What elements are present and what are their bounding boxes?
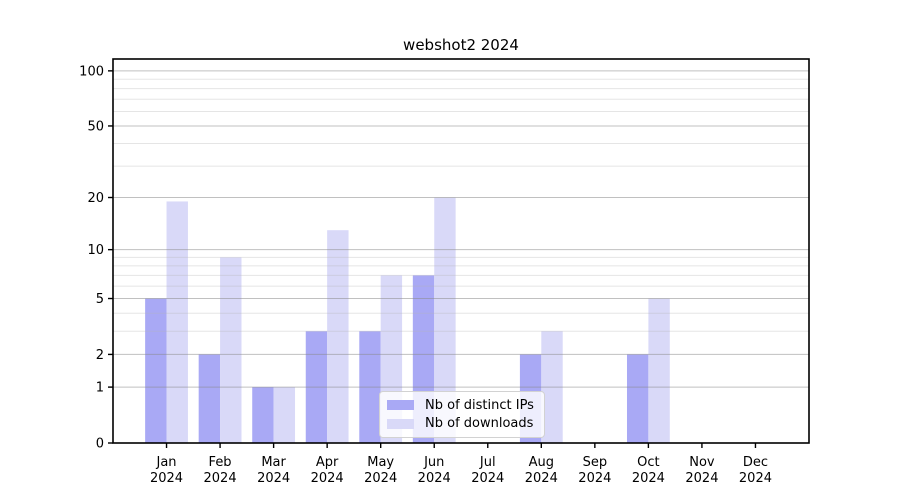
bar-nb-of-distinct-ips-jan bbox=[145, 298, 167, 443]
legend-row-distinct-ips: Nb of distinct IPs bbox=[387, 397, 536, 414]
legend-label-distinct-ips: Nb of distinct IPs bbox=[425, 397, 534, 413]
bar-nb-of-distinct-ips-oct bbox=[626, 354, 649, 443]
bar-nb-of-distinct-ips-feb bbox=[198, 354, 221, 443]
y-tick-label: 100 bbox=[79, 64, 104, 79]
bar-nb-of-downloads-feb bbox=[220, 257, 242, 443]
x-tick-label-year: 2024 bbox=[204, 471, 237, 486]
y-tick-label: 20 bbox=[87, 191, 104, 206]
x-tick-label-month: Jul bbox=[479, 455, 496, 470]
x-tick-label-month: Dec bbox=[743, 455, 768, 470]
x-tick-label-year: 2024 bbox=[257, 471, 290, 486]
y-tick-label: 50 bbox=[87, 119, 104, 134]
x-tick-label-month: Oct bbox=[637, 455, 659, 470]
legend-row-downloads: Nb of downloads bbox=[387, 415, 536, 432]
bar-nb-of-downloads-jan bbox=[166, 201, 188, 443]
bar-nb-of-distinct-ips-mar bbox=[252, 387, 274, 443]
y-tick-label: 0 bbox=[96, 437, 104, 452]
x-tick-label-month: Sep bbox=[583, 455, 608, 470]
x-tick-label-year: 2024 bbox=[150, 471, 183, 486]
legend-label-downloads: Nb of downloads bbox=[425, 416, 534, 432]
x-tick-label-year: 2024 bbox=[739, 471, 772, 486]
x-tick-label-year: 2024 bbox=[578, 471, 611, 486]
distinct-ips-swatch bbox=[387, 400, 414, 411]
y-tick-label: 1 bbox=[96, 381, 104, 396]
y-tick-label: 2 bbox=[96, 348, 104, 363]
x-tick-label-year: 2024 bbox=[364, 471, 397, 486]
x-tick-label-year: 2024 bbox=[632, 471, 665, 486]
x-tick-label-month: Apr bbox=[316, 455, 339, 470]
y-tick-label: 5 bbox=[96, 292, 104, 307]
x-tick-label-month: Feb bbox=[209, 455, 232, 470]
x-tick-label-year: 2024 bbox=[525, 471, 558, 486]
bar-nb-of-downloads-apr bbox=[327, 230, 349, 443]
x-tick-label-month: Jun bbox=[423, 455, 444, 470]
bar-nb-of-downloads-jun bbox=[434, 197, 456, 443]
chart-title: webshot2 2024 bbox=[403, 36, 519, 54]
x-tick-label-month: Jan bbox=[156, 455, 177, 470]
y-tick-label: 10 bbox=[87, 243, 104, 258]
x-tick-label-month: Nov bbox=[689, 455, 715, 470]
legend: Nb of distinct IPs Nb of downloads bbox=[379, 391, 545, 438]
x-tick-label-year: 2024 bbox=[471, 471, 504, 486]
x-tick-label-month: Aug bbox=[529, 455, 554, 470]
x-tick-label-year: 2024 bbox=[685, 471, 718, 486]
axes-spines bbox=[112, 58, 810, 444]
x-tick-label-month: Mar bbox=[261, 455, 286, 470]
downloads-swatch bbox=[387, 418, 414, 429]
x-tick-label-month: May bbox=[367, 455, 394, 470]
x-tick-label-year: 2024 bbox=[418, 471, 451, 486]
bar-nb-of-downloads-mar bbox=[273, 387, 296, 443]
x-tick-label-year: 2024 bbox=[311, 471, 344, 486]
bar-nb-of-downloads-oct bbox=[648, 298, 670, 443]
